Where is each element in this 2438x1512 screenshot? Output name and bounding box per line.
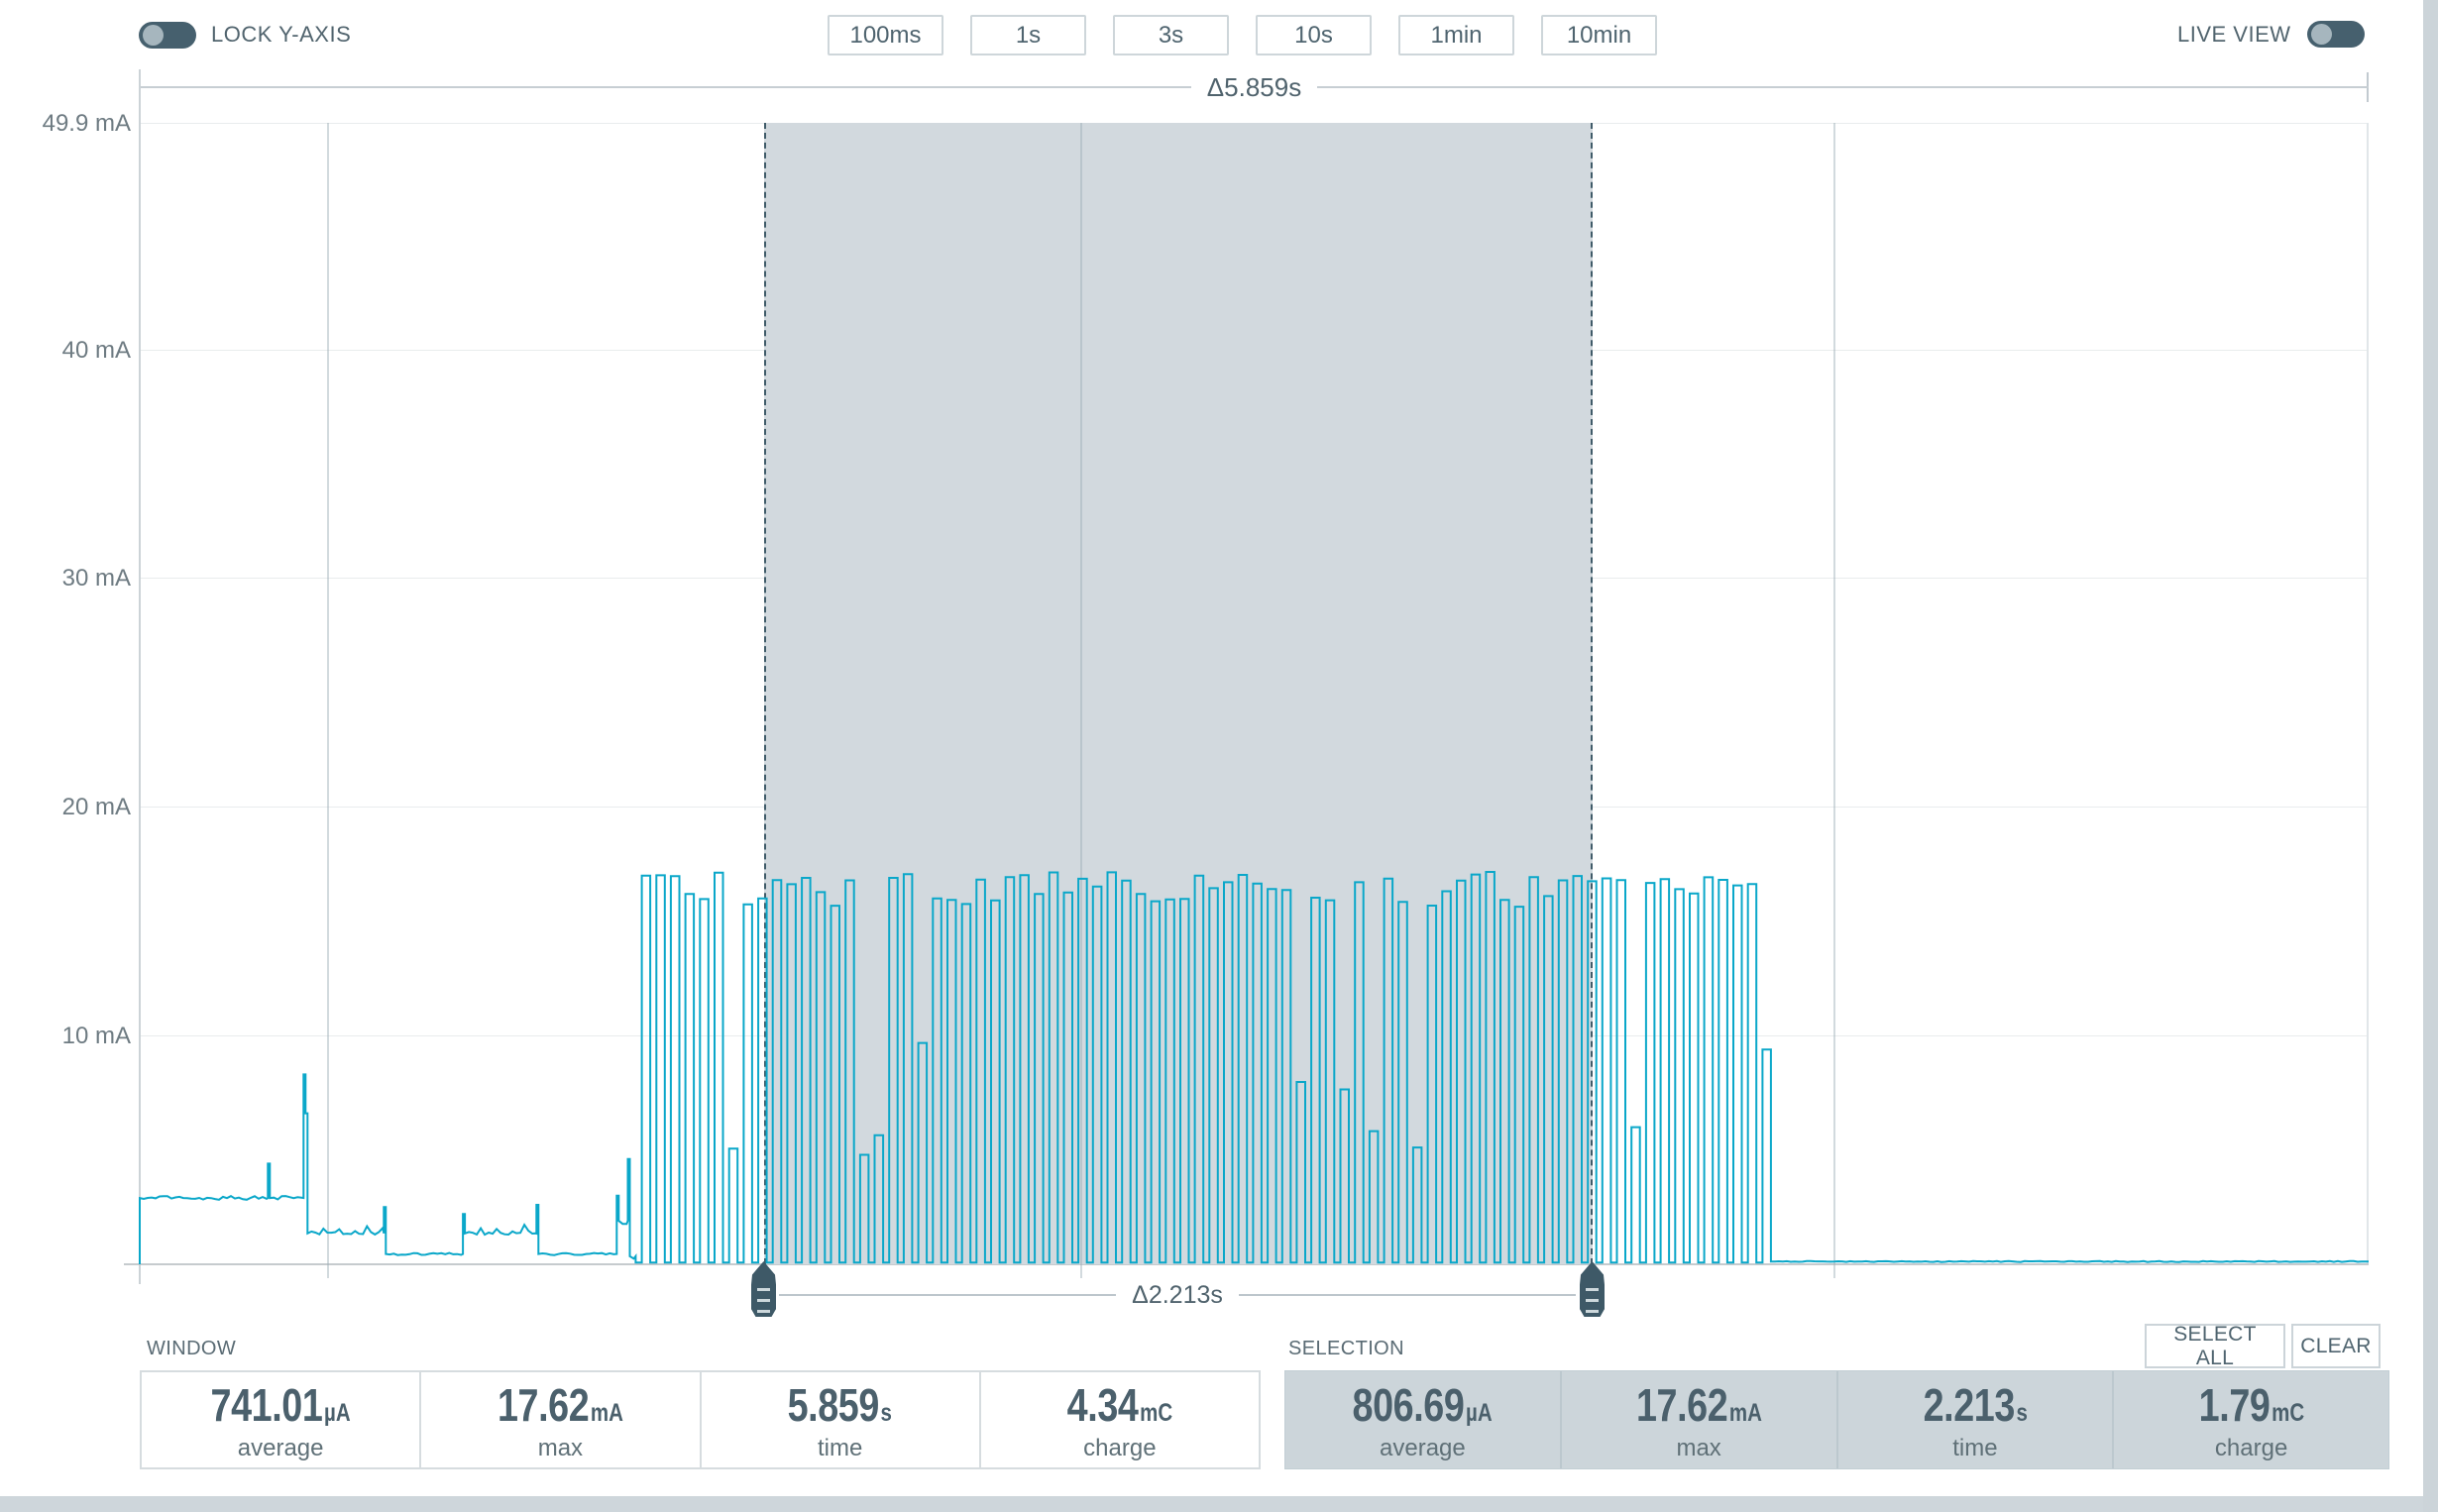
lock-y-axis-label: LOCK Y-AXIS bbox=[211, 22, 352, 47]
grip-icon bbox=[757, 1288, 770, 1291]
x-axis-baseline bbox=[124, 1263, 2369, 1265]
stat-cell-window-charge: 4.34 mC charge bbox=[978, 1372, 1259, 1467]
live-view-toggle[interactable] bbox=[2307, 21, 2365, 48]
y-axis-tick-label: 20 mA bbox=[61, 794, 131, 821]
stat-unit: mA bbox=[590, 1398, 623, 1427]
window-panel-title: WINDOW bbox=[147, 1338, 237, 1359]
toggle-knob-icon bbox=[143, 25, 164, 46]
stat-value: 741.01 bbox=[210, 1378, 323, 1431]
grip-icon bbox=[757, 1310, 770, 1313]
y-axis-tick-label: 30 mA bbox=[61, 565, 131, 593]
stat-unit: mC bbox=[2271, 1398, 2304, 1427]
time-gridline bbox=[326, 123, 329, 1278]
stat-unit: µA bbox=[324, 1398, 351, 1427]
selection-panel-title: SELECTION bbox=[1288, 1338, 1404, 1359]
stat-unit: µA bbox=[1466, 1398, 1493, 1427]
ruler-line bbox=[779, 1294, 1117, 1296]
stat-value: 5.859 bbox=[787, 1378, 880, 1431]
stat-value: 2.213 bbox=[1923, 1378, 2015, 1431]
selection-delta-ruler: Δ2.213s bbox=[779, 1280, 1577, 1309]
ruler-line bbox=[1317, 86, 2369, 88]
grip-icon bbox=[1586, 1310, 1599, 1313]
chart-right-border bbox=[2367, 123, 2369, 1264]
live-view-label: LIVE VIEW bbox=[2177, 22, 2291, 47]
stat-value: 17.62 bbox=[497, 1378, 590, 1431]
range-button-1s[interactable]: 1s bbox=[970, 15, 1086, 55]
stat-label: time bbox=[1952, 1434, 1998, 1461]
lock-y-axis-toggle[interactable] bbox=[139, 22, 196, 49]
stat-value: 1.79 bbox=[2198, 1378, 2271, 1431]
time-range-button-group: 100ms 1s 3s 10s 1min 10min bbox=[828, 15, 1657, 55]
stat-cell-selection-time: 2.213 s time bbox=[1835, 1371, 2113, 1468]
stat-unit: s bbox=[880, 1398, 893, 1427]
stat-cell-window-time: 5.859 s time bbox=[699, 1372, 979, 1467]
range-button-10s[interactable]: 10s bbox=[1256, 15, 1372, 55]
stat-unit: mA bbox=[1728, 1398, 1762, 1427]
y-axis-tick-label: 40 mA bbox=[61, 336, 131, 364]
current-waveform-plot[interactable] bbox=[139, 123, 2369, 1270]
y-axis-tick-label: 10 mA bbox=[61, 1023, 131, 1050]
window-delta-ruler: Δ5.859s bbox=[140, 72, 2369, 102]
stat-label: max bbox=[537, 1434, 584, 1461]
window-stats-panel: 741.01 µA average 17.62 mA max 5.859 s time… bbox=[140, 1370, 1261, 1469]
stat-label: time bbox=[817, 1434, 863, 1461]
grip-icon bbox=[757, 1299, 770, 1302]
range-button-3s[interactable]: 3s bbox=[1113, 15, 1229, 55]
stat-value: 17.62 bbox=[1635, 1378, 1728, 1431]
grip-icon bbox=[1586, 1299, 1599, 1302]
current-trace bbox=[139, 871, 2369, 1264]
range-button-100ms[interactable]: 100ms bbox=[828, 15, 943, 55]
bottom-status-strip bbox=[0, 1496, 2438, 1512]
stat-value: 806.69 bbox=[1352, 1378, 1465, 1431]
toggle-knob-icon bbox=[2311, 24, 2332, 45]
stat-unit: s bbox=[2016, 1398, 2028, 1427]
range-button-10min[interactable]: 10min bbox=[1541, 15, 1657, 55]
stat-label: charge bbox=[1083, 1434, 1157, 1461]
range-button-1min[interactable]: 1min bbox=[1398, 15, 1514, 55]
chart-selection-region bbox=[763, 123, 1594, 1264]
select-all-button[interactable]: SELECT ALL bbox=[2145, 1323, 2285, 1369]
stat-cell-window-average: 741.01 µA average bbox=[142, 1372, 419, 1467]
ruler-line bbox=[1238, 1294, 1577, 1296]
time-gridline bbox=[1833, 123, 1836, 1278]
clear-button[interactable]: CLEAR bbox=[2291, 1324, 2381, 1368]
y-axis-line bbox=[139, 69, 141, 1284]
selection-delta-label: Δ2.213s bbox=[1132, 1280, 1223, 1309]
stat-unit: mC bbox=[1140, 1398, 1173, 1427]
time-gridline bbox=[1080, 123, 1083, 1278]
stat-value: 4.34 bbox=[1066, 1378, 1139, 1431]
stat-label: average bbox=[237, 1434, 324, 1461]
stat-cell-selection-max: 17.62 mA max bbox=[1559, 1371, 1836, 1468]
window-delta-label: Δ5.859s bbox=[1206, 71, 1302, 102]
stat-cell-window-max: 17.62 mA max bbox=[419, 1372, 699, 1467]
ruler-line bbox=[140, 86, 1191, 88]
stat-cell-selection-average: 806.69 µA average bbox=[1285, 1371, 1560, 1468]
stat-label: average bbox=[1380, 1434, 1466, 1461]
y-axis-tick-label: 49.9 mA bbox=[42, 110, 131, 137]
grip-icon bbox=[1586, 1288, 1599, 1291]
selection-stats-panel: 806.69 µA average 17.62 mA max 2.213 s time… bbox=[1284, 1370, 2389, 1469]
vertical-scrollbar[interactable] bbox=[2423, 0, 2438, 1512]
stat-label: max bbox=[1676, 1434, 1721, 1461]
stat-cell-selection-charge: 1.79 mC charge bbox=[2112, 1371, 2388, 1468]
stat-label: charge bbox=[2214, 1434, 2288, 1461]
